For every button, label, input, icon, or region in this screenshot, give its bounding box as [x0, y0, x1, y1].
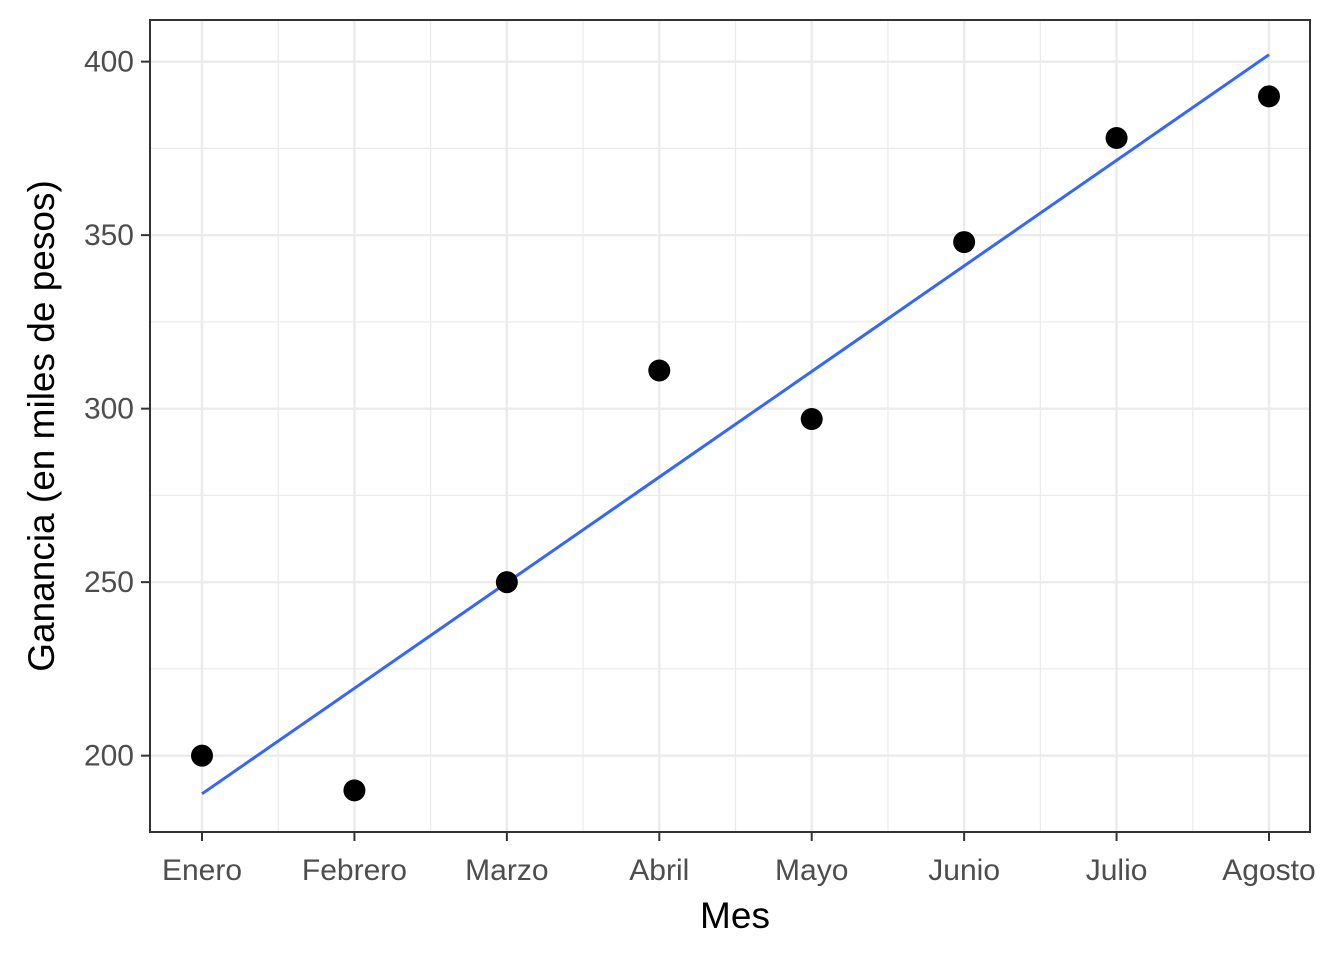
x-tick-label: Junio [928, 854, 1000, 887]
y-axis: 200 250 300 350 400 [84, 46, 150, 773]
x-tick-label: Mayo [775, 854, 848, 887]
y-tick-label: 200 [84, 740, 134, 773]
x-tick-label: Agosto [1222, 854, 1315, 887]
data-points [191, 85, 1280, 802]
y-tick-label: 250 [84, 566, 134, 599]
data-point [343, 779, 366, 802]
major-gridlines [150, 20, 1310, 832]
x-tick-label: Abril [629, 854, 689, 887]
trend-line-layer [201, 53, 1270, 796]
minor-gridlines [150, 20, 1310, 832]
data-point [1105, 126, 1128, 149]
trend-line [201, 53, 1270, 796]
data-point [800, 408, 823, 431]
y-axis-title: Ganancia (en miles de pesos) [21, 180, 62, 672]
y-tick-label: 400 [84, 46, 134, 79]
y-tick-label: 350 [84, 219, 134, 252]
x-axis: Enero Febrero Marzo Abril Mayo Junio Julio Agos… [162, 832, 1316, 887]
x-axis-title: Mes [700, 895, 770, 936]
x-tick-label: Marzo [465, 854, 548, 887]
x-tick-label: Enero [162, 854, 242, 887]
data-point [495, 571, 518, 594]
data-point [191, 744, 213, 767]
data-point [953, 231, 976, 254]
plot-panel-border [149, 19, 1311, 833]
data-point [1258, 85, 1280, 108]
x-tick-label: Febrero [302, 854, 407, 887]
data-point [648, 359, 671, 382]
y-tick-label: 300 [84, 393, 134, 426]
x-tick-label: Julio [1086, 854, 1148, 887]
